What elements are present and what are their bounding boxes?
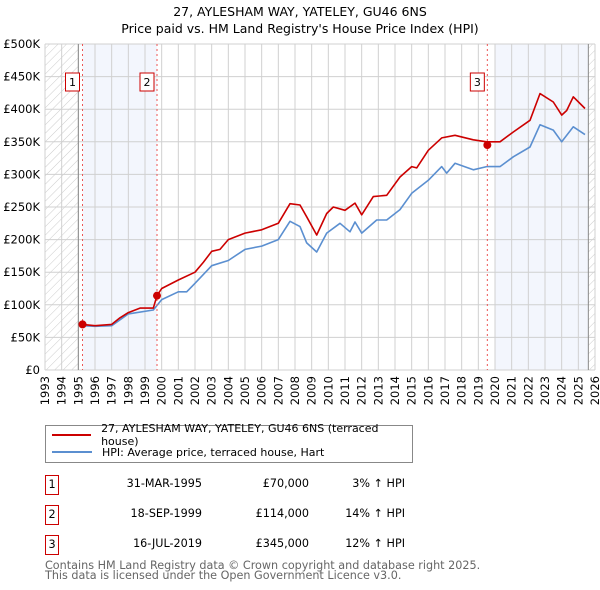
legend-label: HPI: Average price, terraced house, Hart <box>102 445 325 459</box>
sale-marker-box <box>469 72 485 92</box>
legend-label: 27, AYLESHAM WAY, YATELEY, GU46 6NS (ter… <box>101 422 379 448</box>
legend-swatch-red <box>52 434 92 436</box>
sale-price: £70,000 <box>262 477 309 490</box>
hpi-line <box>82 124 586 328</box>
x-tick-label: 2009 <box>305 376 319 405</box>
sale-marker-badge: 1 <box>45 475 59 495</box>
sale-point <box>483 141 492 150</box>
y-tick-label: £300K <box>3 167 40 181</box>
x-tick-label: 2016 <box>421 376 435 405</box>
legend-item-hpi: HPI: Average price, terraced house, Hart <box>52 444 324 460</box>
x-tick-label: 1996 <box>88 376 102 405</box>
x-tick-label: 2022 <box>521 376 535 405</box>
chart-subtitle: Price paid vs. HM Land Registry's House … <box>121 21 479 36</box>
legend-item-property: 27, AYLESHAM WAY, YATELEY, GU46 6NS (ter… <box>52 422 412 448</box>
x-tick-label: 1999 <box>138 376 152 405</box>
sale-row: 3 16-JUL-2019 £345,000 12% ↑ HPI <box>45 535 405 555</box>
x-tick-label: 1993 <box>38 376 52 405</box>
sale-row: 1 31-MAR-1995 £70,000 3% ↑ HPI <box>45 475 405 495</box>
y-tick-label: £150K <box>3 265 40 279</box>
sale-hpi-diff: 3% ↑ HPI <box>352 477 405 490</box>
y-tick-label: £450K <box>3 70 40 84</box>
x-tick-label: 2020 <box>488 376 502 405</box>
sale-marker-label: 3 <box>474 76 481 89</box>
x-tick-label: 2023 <box>538 376 552 405</box>
x-tick-label: 2021 <box>505 376 519 405</box>
property-price-line <box>82 92 586 327</box>
sale-price: £345,000 <box>255 537 309 550</box>
x-tick-label: 2002 <box>188 376 202 405</box>
y-tick-label: £100K <box>3 298 40 312</box>
sale-marker-box <box>65 72 80 92</box>
license-line: This data is licensed under the Open Gov… <box>45 569 402 582</box>
y-tick-label: £500K <box>3 37 40 51</box>
attribution-line: Contains HM Land Registry data © Crown c… <box>45 559 481 572</box>
sale-point <box>78 320 87 329</box>
y-tick-label: £0 <box>25 363 40 377</box>
x-tick-label: 2011 <box>338 376 352 405</box>
x-tick-label: 1994 <box>55 376 69 405</box>
x-tick-label: 2007 <box>271 376 285 405</box>
x-tick-label: 2024 <box>555 376 569 405</box>
sale-row: 2 18-SEP-1999 £114,000 14% ↑ HPI <box>45 505 405 525</box>
sale-date: 16-JUL-2019 <box>133 537 202 550</box>
x-tick-label: 2001 <box>171 376 185 405</box>
x-tick-label: 2008 <box>288 376 302 405</box>
x-tick-label: 1998 <box>121 376 135 405</box>
legend-swatch-blue <box>52 451 92 453</box>
sale-hpi-diff: 14% ↑ HPI <box>345 507 405 520</box>
sale-marker-label: 1 <box>69 76 76 89</box>
x-tick-label: 2017 <box>438 376 452 405</box>
sale-marker-badge: 2 <box>45 505 59 525</box>
y-tick-label: £200K <box>3 233 40 247</box>
sale-marker-label: 2 <box>144 76 151 89</box>
x-tick-label: 2025 <box>571 376 585 405</box>
y-tick-label: £400K <box>3 102 40 116</box>
x-tick-label: 2014 <box>388 376 402 405</box>
attribution: Contains HM Land Registry data © Crown c… <box>45 559 481 582</box>
x-tick-label: 1995 <box>71 376 85 405</box>
x-tick-label: 2026 <box>588 376 600 405</box>
y-tick-label: £50K <box>11 330 41 344</box>
sale-price: £114,000 <box>255 507 309 520</box>
sale-point <box>153 291 161 300</box>
x-tick-label: 2012 <box>355 376 369 405</box>
sale-marker-badge: 3 <box>45 535 59 555</box>
x-tick-label: 2003 <box>205 376 219 405</box>
chart-legend: 27, AYLESHAM WAY, YATELEY, GU46 6NS (ter… <box>45 422 413 463</box>
x-tick-label: 2005 <box>238 376 252 405</box>
sale-marker-box <box>139 72 155 92</box>
x-tick-label: 2004 <box>221 376 235 405</box>
x-tick-label: 2000 <box>155 376 169 405</box>
sale-date: 18-SEP-1999 <box>130 507 202 520</box>
x-tick-label: 2018 <box>455 376 469 405</box>
y-tick-label: £250K <box>3 200 40 214</box>
x-tick-label: 2010 <box>321 376 335 405</box>
x-tick-label: 2006 <box>255 376 269 405</box>
sale-date: 31-MAR-1995 <box>126 477 202 490</box>
x-tick-label: 2015 <box>405 376 419 405</box>
sale-hpi-diff: 12% ↑ HPI <box>345 537 405 550</box>
x-tick-label: 2019 <box>471 376 485 405</box>
x-tick-label: 1997 <box>105 376 119 405</box>
x-tick-label: 2013 <box>371 376 385 405</box>
chart-title: 27, AYLESHAM WAY, YATELEY, GU46 6NS <box>173 4 427 19</box>
y-tick-label: £350K <box>3 135 40 149</box>
